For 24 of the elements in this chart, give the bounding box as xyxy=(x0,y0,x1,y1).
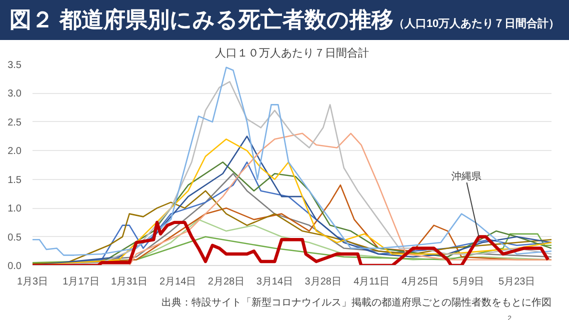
x-tick-label: 2月14日 xyxy=(159,276,196,288)
x-tick-label: 4月25日 xyxy=(402,276,438,288)
text: 人口１０万人あたり７日間合計 xyxy=(215,46,369,60)
y-tick-label: 0.5 xyxy=(8,232,22,244)
x-tick-label: 4月11日 xyxy=(354,276,390,288)
source-note: 出典：特設サイト「新型コロナウイルス」掲載の都道府県ごとの陽性者数をもとに作図 xyxy=(162,296,552,308)
chart-subtitle: （人口10万人あたり７日間合計） xyxy=(393,18,560,30)
y-tick-label: 1.0 xyxy=(8,204,22,215)
y-tick-label: 3.5 xyxy=(8,60,22,71)
x-tick-label: 5月23日 xyxy=(498,276,536,288)
annotation: 沖縄県 xyxy=(452,170,482,183)
x-tick-label: 2月28日 xyxy=(208,276,245,288)
y-tick-label: 2.5 xyxy=(8,117,22,128)
x-tick-label: 1月31日 xyxy=(111,276,148,288)
x-tick-label: 1月3日 xyxy=(16,276,48,288)
x-tick-label: 1月17日 xyxy=(62,276,100,288)
x-tick-label: 5月9日 xyxy=(452,276,484,288)
y-tick-label: 0.0 xyxy=(8,261,22,272)
x-tick-label: 3月14日 xyxy=(256,276,294,288)
y-tick-label: 3.0 xyxy=(8,88,22,100)
y-tick-label: 2.0 xyxy=(8,146,22,158)
y-tick-label: 1.5 xyxy=(8,174,22,186)
x-tick-label: 3月28日 xyxy=(304,276,342,288)
chart-title: 図２ 都道府県別にみる死亡者数の推移 xyxy=(9,7,394,32)
